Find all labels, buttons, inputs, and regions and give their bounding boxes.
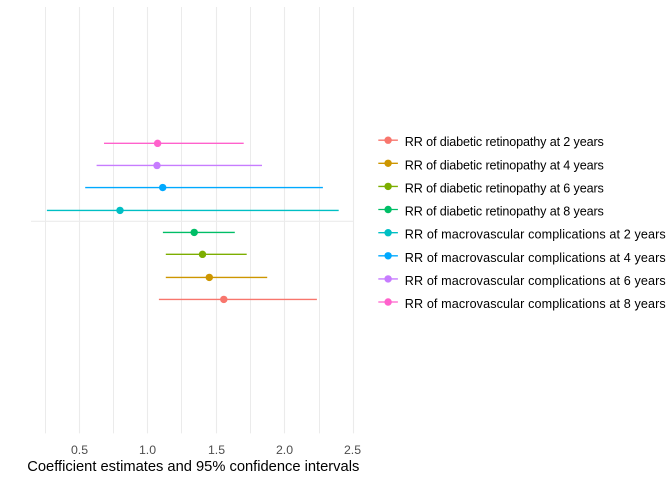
svg-text:RR of macrovascular complicati: RR of macrovascular complications at 6 y…: [405, 274, 666, 288]
svg-text:0.5: 0.5: [71, 443, 88, 457]
svg-text:RR of diabetic retinopathy at: RR of diabetic retinopathy at 8 years: [405, 205, 604, 219]
svg-text:1.0: 1.0: [139, 443, 156, 457]
svg-text:2.5: 2.5: [344, 443, 361, 457]
svg-text:RR of macrovascular complicati: RR of macrovascular complications at 8 y…: [405, 297, 666, 311]
svg-text:RR of macrovascular complicati: RR of macrovascular complications at 4 y…: [405, 251, 666, 265]
svg-text:RR of macrovascular complicati: RR of macrovascular complications at 2 y…: [405, 228, 666, 242]
svg-text:Coefficient estimates and 95%: Coefficient estimates and 95% confidence…: [27, 459, 359, 475]
svg-text:RR of diabetic retinopathy at: RR of diabetic retinopathy at 2 years: [405, 135, 604, 149]
svg-text:1.5: 1.5: [208, 443, 225, 457]
svg-text:RR of diabetic retinopathy at: RR of diabetic retinopathy at 6 years: [405, 181, 604, 195]
svg-text:2.0: 2.0: [276, 443, 293, 457]
svg-text:RR of diabetic retinopathy at: RR of diabetic retinopathy at 4 years: [405, 158, 604, 172]
